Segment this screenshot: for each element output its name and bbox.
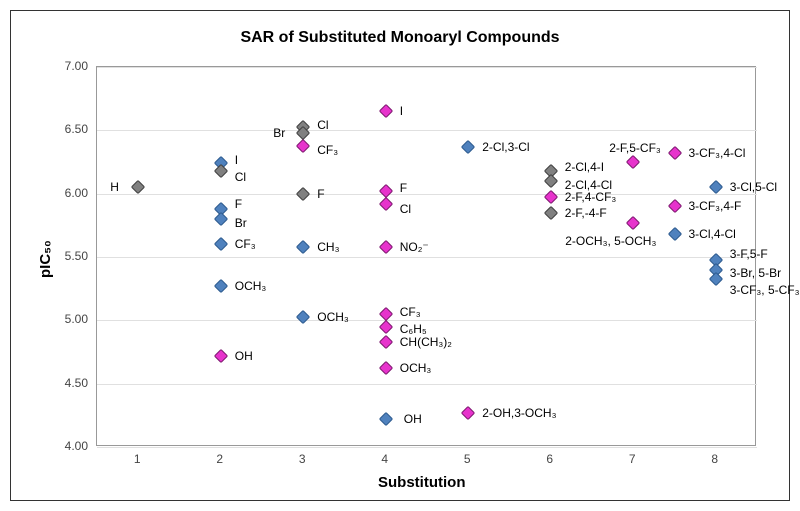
data-point (544, 206, 557, 219)
data-point (297, 187, 310, 200)
data-point-label: I (400, 105, 403, 117)
data-point-label: 2-OH,3-OCH₃ (482, 407, 556, 419)
data-point (627, 216, 640, 229)
data-point-label: 2-F,4-CF₃ (565, 191, 617, 203)
data-point-label: 2-F,5-CF₃ (609, 142, 661, 154)
y-tick-label: 6.00 (48, 186, 88, 200)
data-point (379, 335, 392, 348)
data-point-label: Cl (317, 119, 328, 131)
data-point (668, 200, 681, 213)
x-tick-label: 3 (299, 452, 306, 466)
data-point-label: CF₃ (235, 238, 256, 250)
data-point (379, 185, 392, 198)
data-point (132, 181, 145, 194)
data-point (709, 272, 722, 285)
data-point (297, 139, 310, 152)
data-point (544, 175, 557, 188)
x-tick-label: 1 (134, 452, 141, 466)
data-point-label: F (235, 198, 242, 210)
data-point (214, 238, 227, 251)
plot-area: H I Cl F Br CF₃ OCH₃ OH Cl Br CF₃ F CH₃ OCH₃ I F Cl NO₂⁻ C… (96, 66, 756, 446)
data-point-label: 2-OCH₃, 5-OCH₃ (565, 235, 656, 247)
data-point-label: NO₂⁻ (400, 241, 429, 253)
y-tick-label: 4.50 (48, 376, 88, 390)
y-tick-label: 5.50 (48, 249, 88, 263)
data-point-label: Br (273, 127, 285, 139)
data-point-label: H (110, 181, 119, 193)
x-tick-label: 6 (546, 452, 553, 466)
data-point-label: F (400, 182, 407, 194)
data-point-label: CF₃ (400, 306, 421, 318)
data-point (379, 413, 392, 426)
x-tick-label: 2 (216, 452, 223, 466)
y-tick-label: 6.50 (48, 122, 88, 136)
data-point-label: OCH₃ (235, 280, 267, 292)
gridline (97, 257, 757, 258)
gridline (97, 130, 757, 131)
data-point (379, 197, 392, 210)
data-point-label: OH (235, 350, 253, 362)
data-point-label: 3-CF₃,4-Cl (689, 147, 746, 159)
data-point-label: 3-Cl,5-Cl (730, 181, 777, 193)
data-point-label: Cl (400, 203, 411, 215)
data-point-label: 3-CF₃, 5-CF₃ (730, 284, 800, 296)
gridline (97, 320, 757, 321)
y-tick-label: 7.00 (48, 59, 88, 73)
data-point (668, 147, 681, 160)
data-point (297, 310, 310, 323)
data-point-label: CH₃ (317, 241, 339, 253)
data-point-label: OCH₃ (317, 311, 349, 323)
gridline (97, 67, 757, 68)
x-tick-label: 8 (711, 452, 718, 466)
data-point (379, 105, 392, 118)
x-tick-label: 7 (629, 452, 636, 466)
data-point-label: 3-CF₃,4-F (689, 200, 742, 212)
data-point (214, 164, 227, 177)
data-point-label: F (317, 188, 324, 200)
data-point-label: Cl (235, 171, 246, 183)
data-point (462, 406, 475, 419)
y-tick-label: 4.00 (48, 439, 88, 453)
data-point (668, 228, 681, 241)
x-tick-label: 4 (381, 452, 388, 466)
data-point-label: 2-Cl,4-I (565, 161, 604, 173)
data-point (297, 126, 310, 139)
x-tick-label: 5 (464, 452, 471, 466)
data-point (214, 280, 227, 293)
data-point-label: 2-Cl,4-Cl (565, 179, 612, 191)
data-point-label: Br (235, 217, 247, 229)
data-point-label: OH (404, 413, 422, 425)
data-point-label: C₆H₅ (400, 323, 427, 335)
data-point (379, 320, 392, 333)
data-point-label: OCH₃ (400, 362, 432, 374)
data-point (297, 240, 310, 253)
data-point-label: CF₃ (317, 144, 338, 156)
data-point (214, 213, 227, 226)
data-point (462, 140, 475, 153)
data-point (544, 191, 557, 204)
data-point-label: 3-F,5-F (730, 248, 768, 260)
data-point (379, 240, 392, 253)
data-point (379, 308, 392, 321)
data-point-label: 3-Cl,4-Cl (689, 228, 736, 240)
gridline (97, 384, 757, 385)
gridline (97, 447, 757, 448)
y-tick-label: 5.00 (48, 312, 88, 326)
chart-frame: SAR of Substituted Monoaryl Compounds H I… (10, 10, 790, 501)
data-point (379, 362, 392, 375)
data-point-label: I (235, 154, 238, 166)
data-point-label: 3-Br, 5-Br (730, 267, 781, 279)
gridline (97, 194, 757, 195)
data-point-label: CH(CH₃)₂ (400, 336, 452, 348)
data-point-label: 2-F,-4-F (565, 207, 607, 219)
x-axis-label: Substitution (378, 474, 465, 491)
data-point (214, 349, 227, 362)
data-point (627, 156, 640, 169)
chart-title: SAR of Substituted Monoaryl Compounds (11, 29, 789, 47)
data-point-label: 2-Cl,3-Cl (482, 141, 529, 153)
data-point (709, 181, 722, 194)
